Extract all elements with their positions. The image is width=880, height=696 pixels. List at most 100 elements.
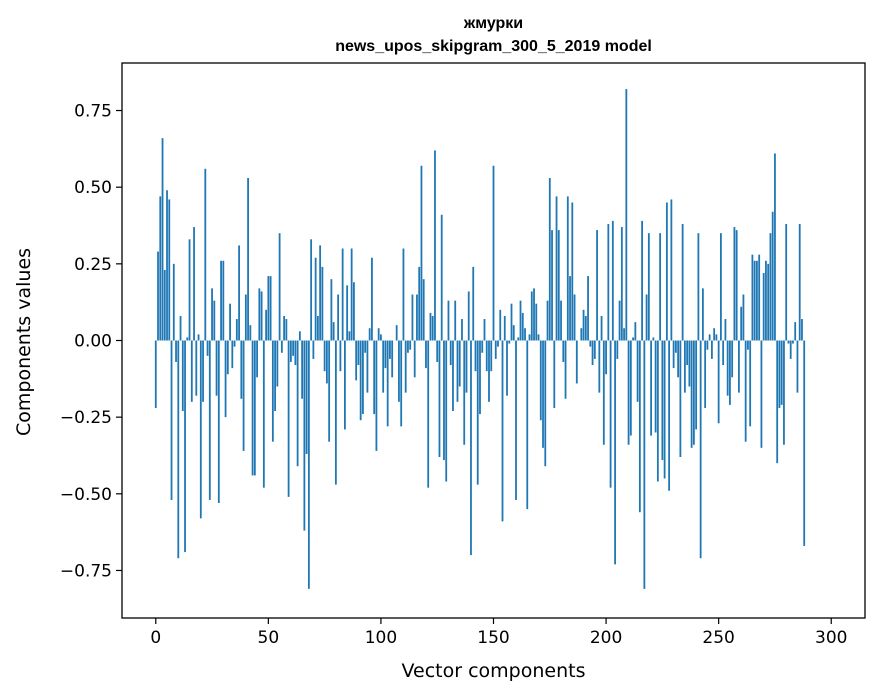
bar-113 [409,340,412,350]
bar-28 [217,340,220,504]
bar-33 [229,303,231,341]
bar-218 [645,294,648,341]
bar-156 [506,340,508,396]
bar-178 [555,196,558,341]
bar-92 [362,340,364,415]
bar-14 [186,337,189,341]
bar-182 [564,340,567,399]
bar-148 [488,340,490,402]
bar-125 [436,340,439,362]
bar-268 [758,254,761,341]
bar-144 [479,340,481,415]
bar-167 [530,291,533,341]
bar-86 [348,331,351,341]
bar-255 [729,340,731,405]
bar-139 [467,291,470,341]
bar-127 [440,214,443,341]
bar-181 [562,340,565,362]
bar-20 [199,340,202,519]
x-tick-label: 100 [365,628,397,648]
bar-72 [316,315,319,341]
bar-278 [780,340,783,405]
bar-25 [211,288,213,341]
bar-270 [762,273,765,341]
bar-254 [726,340,729,396]
bar-263 [747,340,749,350]
bar-2 [159,196,162,341]
bar-180 [560,300,562,341]
bar-46 [258,288,261,341]
bar-183 [566,196,569,341]
bar-89 [355,340,358,381]
bar-243 [701,288,704,341]
bar-16 [190,340,193,402]
bar-168 [533,288,535,341]
bar-63 [296,340,299,467]
bar-65 [301,340,304,399]
bar-259 [738,340,740,393]
bar-82 [339,340,342,372]
bar-121 [427,340,430,488]
bar-200 [605,340,607,375]
bar-19 [197,334,200,341]
bar-84 [344,340,346,430]
bar-68 [307,340,310,589]
y-tick-label: −0.50 [60,485,112,505]
bar-157 [508,340,511,344]
bar-149 [490,340,493,372]
y-tick-label: −0.75 [60,561,112,581]
bar-249 [715,334,718,341]
bar-126 [438,340,441,458]
bar-190 [582,309,585,341]
bar-203 [611,220,614,341]
bar-153 [499,309,502,341]
bar-193 [589,340,592,347]
bar-95 [368,328,371,341]
bar-251 [720,233,722,341]
bar-136 [461,319,463,341]
bar-135 [458,340,461,387]
bar-9 [175,340,177,362]
bar-47 [260,291,263,341]
bar-44 [253,340,256,476]
bars-group [154,89,808,589]
bar-54 [276,340,279,387]
bar-116 [416,294,418,341]
bar-209 [625,89,628,341]
bar-194 [591,340,594,366]
bar-12 [181,340,184,412]
bar-40 [244,294,247,341]
bar-274 [771,211,774,341]
bar-175 [548,177,551,341]
bar-39 [242,340,245,451]
bar-119 [422,279,425,341]
bar-60 [289,340,292,362]
bar-217 [643,340,646,589]
bar-162 [519,300,522,341]
bar-185 [571,202,574,341]
bar-27 [215,340,218,396]
bar-5 [166,190,168,341]
bar-53 [274,340,276,412]
bar-176 [551,230,553,341]
bar-245 [706,340,709,350]
bar-184 [569,276,571,341]
bar-30 [222,260,225,341]
bar-187 [575,340,578,384]
bar-107 [395,325,398,341]
bar-264 [749,340,752,427]
bar-230 [672,340,675,369]
bar-199 [602,340,605,445]
bar-204 [614,340,616,565]
bar-10 [177,340,180,559]
bar-172 [542,340,544,448]
bar-262 [744,340,747,442]
bar-73 [319,245,322,341]
bar-205 [616,340,619,359]
bar-56 [280,340,283,353]
bar-87 [350,248,353,341]
bar-34 [231,340,234,369]
bar-198 [600,315,603,341]
bar-26 [213,300,216,341]
bar-246 [708,334,711,341]
